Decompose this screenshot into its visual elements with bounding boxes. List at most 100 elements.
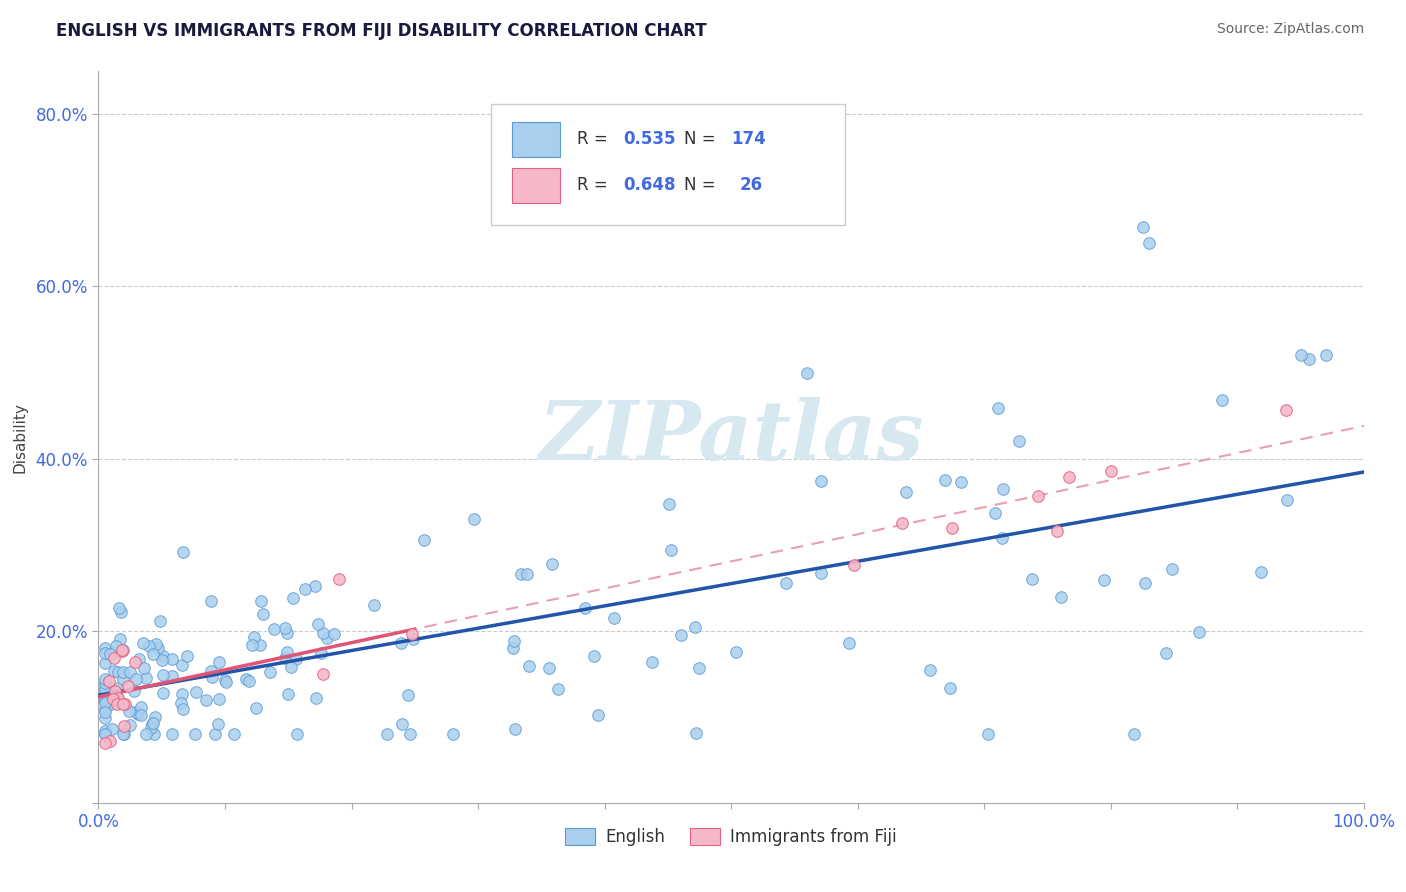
Point: [276, 625, 298, 640]
Point: [108, 632, 131, 647]
Point: [541, 558, 564, 572]
Point: [516, 567, 538, 582]
Point: [891, 516, 914, 530]
Point: [93, 727, 117, 741]
Point: [396, 688, 419, 702]
Point: [100, 697, 122, 711]
Point: [105, 697, 128, 711]
Point: [401, 632, 423, 646]
Point: [122, 684, 145, 698]
Text: 26: 26: [740, 177, 763, 194]
FancyBboxPatch shape: [512, 122, 560, 157]
Point: [671, 628, 693, 642]
Point: [1154, 646, 1177, 660]
Point: [312, 626, 335, 640]
Point: [399, 727, 422, 741]
Point: [152, 685, 174, 699]
Point: [1211, 393, 1233, 408]
Point: [105, 688, 128, 702]
Point: [685, 619, 707, 633]
Point: [170, 696, 193, 710]
Point: [135, 671, 157, 685]
Point: [152, 648, 174, 663]
Point: [93, 691, 117, 706]
Point: [142, 716, 165, 731]
Point: [114, 697, 136, 711]
Point: [142, 647, 165, 661]
Point: [991, 532, 1014, 546]
Point: [1122, 727, 1144, 741]
Text: N =: N =: [685, 177, 721, 194]
Point: [284, 652, 307, 666]
Point: [149, 614, 172, 628]
Text: R =: R =: [576, 130, 613, 148]
Point: [796, 366, 818, 380]
Point: [93, 696, 117, 710]
Point: [583, 649, 606, 664]
Point: [1021, 572, 1043, 586]
Text: Source: ZipAtlas.com: Source: ZipAtlas.com: [1216, 22, 1364, 37]
Point: [277, 687, 299, 701]
Point: [810, 566, 832, 580]
Point: [129, 699, 152, 714]
Point: [413, 533, 436, 547]
Point: [309, 647, 332, 661]
Point: [316, 631, 339, 645]
Point: [139, 722, 162, 736]
Point: [280, 660, 302, 674]
Point: [101, 723, 124, 737]
Point: [984, 506, 1007, 520]
Point: [323, 627, 346, 641]
Point: [135, 727, 157, 741]
Point: [1094, 573, 1116, 587]
Point: [502, 634, 524, 648]
Point: [200, 594, 222, 608]
Point: [108, 601, 131, 615]
Point: [949, 475, 972, 489]
Point: [775, 575, 797, 590]
Point: [215, 675, 238, 690]
Point: [274, 622, 297, 636]
Point: [93, 702, 117, 716]
Point: [93, 676, 117, 690]
Point: [389, 636, 412, 650]
Point: [502, 640, 524, 655]
Point: [118, 704, 141, 718]
Point: [685, 726, 707, 740]
Point: [100, 733, 122, 747]
Point: [281, 591, 304, 605]
Point: [987, 401, 1010, 416]
Point: [93, 735, 117, 749]
Point: [111, 727, 134, 741]
Text: R =: R =: [576, 177, 613, 194]
Text: 174: 174: [731, 130, 766, 148]
Point: [920, 663, 942, 677]
Point: [186, 685, 208, 699]
Point: [195, 692, 218, 706]
Point: [172, 702, 194, 716]
Point: [93, 723, 117, 738]
Point: [659, 543, 682, 558]
Point: [107, 681, 129, 695]
Point: [1132, 219, 1154, 234]
Point: [441, 727, 464, 741]
Point: [658, 496, 681, 510]
Point: [160, 727, 183, 741]
Point: [1008, 434, 1031, 448]
Text: ENGLISH VS IMMIGRANTS FROM FIJI DISABILITY CORRELATION CHART: ENGLISH VS IMMIGRANTS FROM FIJI DISABILI…: [56, 22, 707, 40]
Point: [125, 705, 148, 719]
Point: [93, 677, 117, 691]
Point: [725, 645, 748, 659]
Point: [152, 667, 174, 681]
Point: [934, 473, 956, 487]
Point: [294, 582, 316, 597]
Point: [160, 669, 183, 683]
Point: [145, 637, 167, 651]
Point: [200, 664, 222, 678]
Point: [112, 665, 135, 679]
Point: [103, 692, 125, 706]
Point: [134, 661, 156, 675]
Point: [1289, 348, 1312, 362]
Point: [107, 691, 129, 706]
Point: [105, 640, 128, 654]
